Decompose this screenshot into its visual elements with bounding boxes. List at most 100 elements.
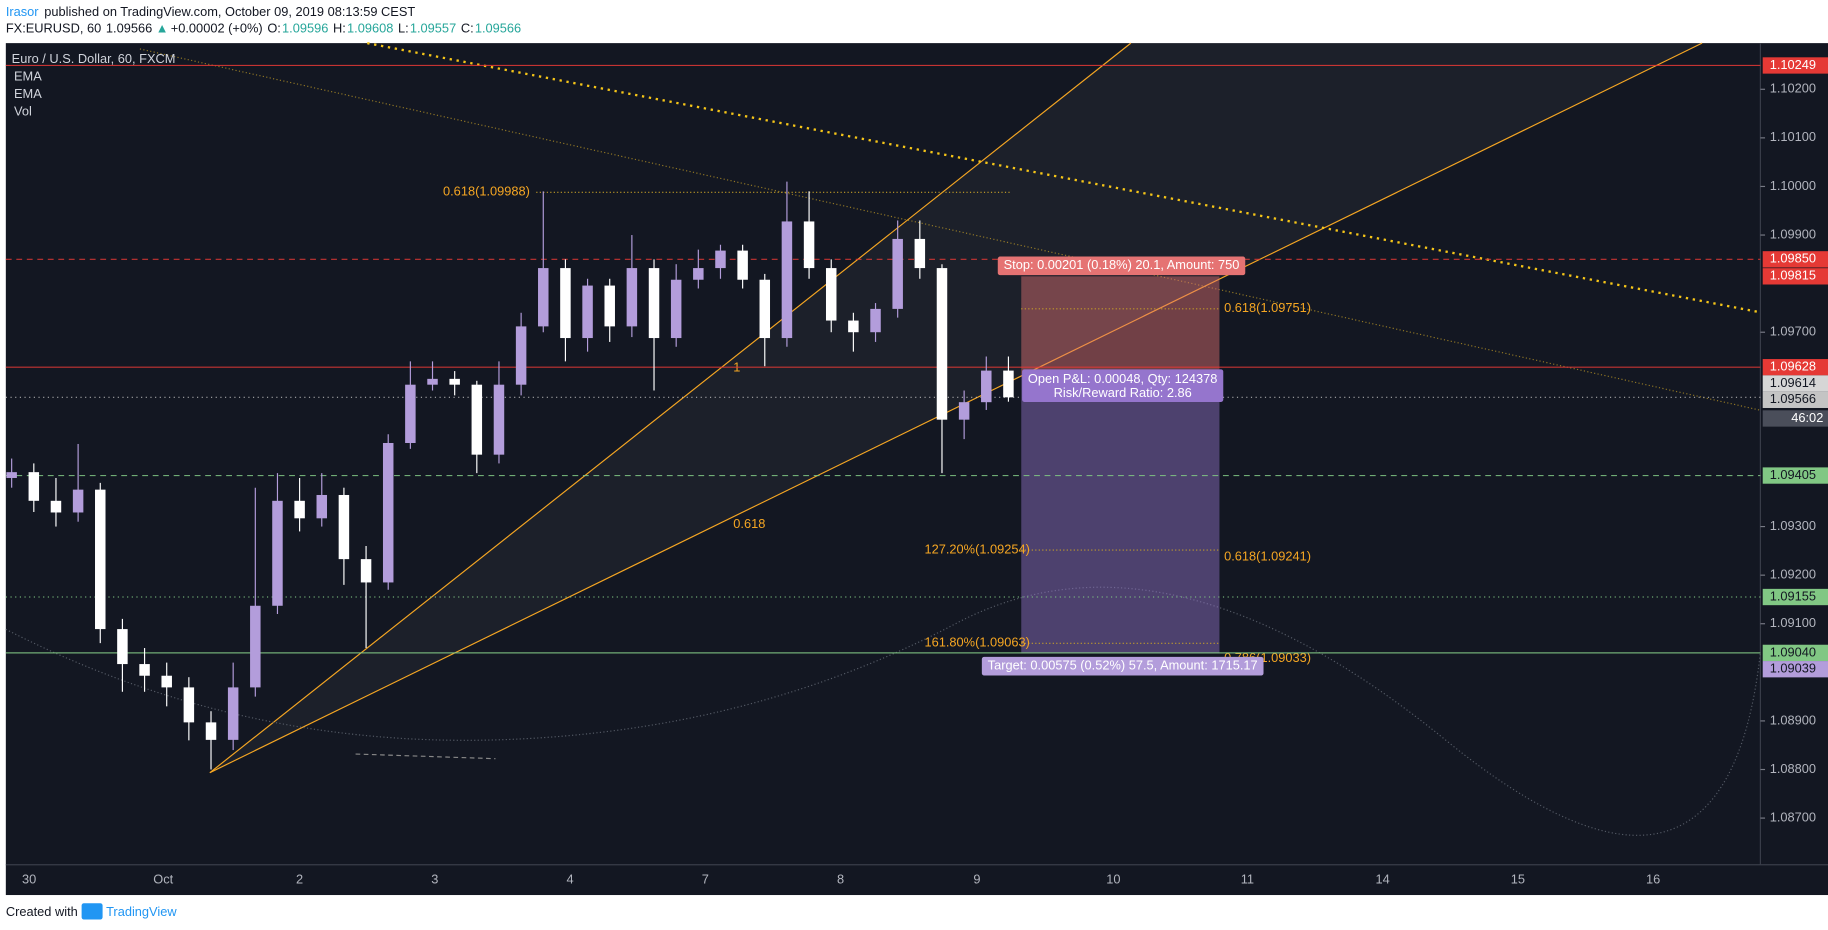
time-label: 16 bbox=[1646, 871, 1660, 886]
candle-body bbox=[759, 279, 771, 339]
legend-ema: EMA bbox=[14, 68, 42, 83]
candle-body bbox=[28, 472, 40, 501]
position-label: Open P&L: 0.00048, Qty: 124378 bbox=[1028, 371, 1218, 386]
price-tick-label: 1.10100 bbox=[1770, 129, 1816, 144]
candle-body bbox=[582, 285, 593, 339]
price-marker-label: 1.09040 bbox=[1770, 644, 1816, 659]
candle-body bbox=[803, 221, 815, 269]
quote-line: FX:EURUSD, 60 1.09566 ▲ +0.00002 (+0%) O: 1.0… bbox=[6, 21, 521, 36]
price-marker-label: 1.09039 bbox=[1770, 661, 1816, 676]
candle-body bbox=[250, 605, 261, 688]
time-label: 10 bbox=[1106, 871, 1120, 886]
quote-field: C: bbox=[461, 21, 474, 36]
countdown-bg bbox=[1762, 410, 1828, 427]
price-marker-label: 1.09155 bbox=[1770, 588, 1816, 603]
footer-brand[interactable]: TradingView bbox=[106, 904, 177, 919]
price-marker bbox=[1762, 359, 1828, 376]
legend-ema: EMA bbox=[14, 86, 42, 101]
price-tick-label: 1.09300 bbox=[1770, 518, 1816, 533]
quote-field: +0.00002 (+0%) bbox=[171, 21, 263, 36]
candle-body bbox=[72, 489, 84, 513]
time-label: 4 bbox=[567, 871, 574, 886]
candle-body bbox=[449, 378, 460, 385]
quote-field: 1.09566 bbox=[475, 21, 521, 36]
quote-field: O: bbox=[267, 21, 281, 36]
candle-body bbox=[1003, 370, 1014, 398]
time-label: 7 bbox=[702, 871, 709, 886]
position-label-bg bbox=[997, 256, 1246, 276]
fib-label: 0.618(1.09241) bbox=[1224, 548, 1311, 563]
legend-symbol: Euro / U.S. Dollar, 60, FXCM bbox=[12, 51, 176, 66]
time-label: 15 bbox=[1511, 871, 1525, 886]
position-label: Target: 0.00575 (0.52%) 57.5, Amount: 17… bbox=[988, 658, 1258, 673]
trend-line bbox=[209, 42, 1132, 774]
plot: 1.10200 1.10100 1.10000 1.09900 1.09700 1.093… bbox=[5, 57, 1828, 886]
candle-body bbox=[205, 722, 217, 740]
target-zone bbox=[1021, 374, 1220, 654]
published: published on TradingView.com, October 09… bbox=[44, 4, 415, 19]
price-marker-label: 1.09815 bbox=[1770, 268, 1816, 283]
candle-body bbox=[870, 308, 881, 333]
time-label: 9 bbox=[973, 871, 980, 886]
chart-bg bbox=[5, 43, 1828, 896]
trend-line-thin bbox=[139, 48, 1761, 411]
price-tick-label: 1.08800 bbox=[1770, 761, 1816, 776]
price-tick-label: 1.09900 bbox=[1770, 226, 1816, 241]
candle-body bbox=[427, 378, 438, 385]
candle-body bbox=[6, 472, 17, 478]
quote-field: ▲ bbox=[156, 21, 169, 36]
candle-body bbox=[737, 250, 748, 280]
position-label: Stop: 0.00201 (0.18%) 20.1, Amount: 750 bbox=[1004, 257, 1240, 272]
brand-logo bbox=[81, 903, 103, 920]
candle-body bbox=[95, 489, 106, 630]
quote-field: 1.09596 bbox=[282, 21, 328, 36]
price-marker bbox=[1762, 661, 1828, 678]
price-tick-label: 1.08700 bbox=[1770, 809, 1816, 824]
price-tick-label: 1.08900 bbox=[1770, 712, 1816, 727]
candle-body bbox=[670, 279, 682, 339]
quote-field: FX:EURUSD, 60 bbox=[6, 21, 101, 36]
quote-field: 1.09557 bbox=[410, 21, 456, 36]
price-tick-label: 1.09100 bbox=[1770, 615, 1816, 630]
time-label: Oct bbox=[153, 871, 173, 886]
author[interactable]: Irasor bbox=[6, 4, 39, 19]
price-tick-label: 1.10200 bbox=[1770, 81, 1816, 96]
fib-label: 0.618(1.09751) bbox=[1224, 300, 1311, 315]
quote-field: 1.09608 bbox=[347, 21, 393, 36]
fib-label: 0.618(1.09988) bbox=[443, 184, 530, 199]
countdown: 46:02 bbox=[1791, 410, 1823, 425]
candle-body bbox=[626, 268, 638, 327]
price-marker bbox=[1762, 391, 1828, 408]
price-tick-label: 1.09700 bbox=[1770, 324, 1816, 339]
candle-body bbox=[360, 559, 372, 583]
candle-body bbox=[316, 494, 328, 519]
candle-body bbox=[914, 238, 926, 269]
candle-body bbox=[693, 268, 704, 280]
fib-label: 161.80%(1.09063) bbox=[924, 635, 1029, 650]
price-tick-label: 1.10000 bbox=[1770, 178, 1816, 193]
position-label-bg bbox=[1022, 369, 1224, 402]
fib-label: 0.618 bbox=[733, 516, 765, 531]
candle-body bbox=[117, 629, 128, 665]
candle-body bbox=[294, 500, 305, 519]
drawings bbox=[5, 41, 1761, 836]
candle-body bbox=[50, 500, 62, 513]
cycle-curve bbox=[5, 586, 1761, 836]
time-label: 2 bbox=[296, 871, 303, 886]
price-marker bbox=[1762, 467, 1828, 484]
price-marker-label: 1.09614 bbox=[1770, 375, 1816, 390]
quote-field: 1.09566 bbox=[106, 21, 152, 36]
candle-body bbox=[538, 268, 549, 327]
price-marker-label: 1.09566 bbox=[1770, 391, 1816, 406]
trend-line-dotted bbox=[367, 41, 1761, 314]
price-marker-label: 1.09628 bbox=[1770, 359, 1816, 374]
price-marker bbox=[1762, 375, 1828, 392]
candle-body bbox=[604, 285, 615, 327]
candle-body bbox=[781, 221, 793, 339]
price-marker-label: 1.09850 bbox=[1770, 251, 1816, 266]
stop-zone bbox=[1021, 276, 1220, 375]
candle-body bbox=[382, 442, 394, 583]
trend-line bbox=[209, 42, 1703, 774]
